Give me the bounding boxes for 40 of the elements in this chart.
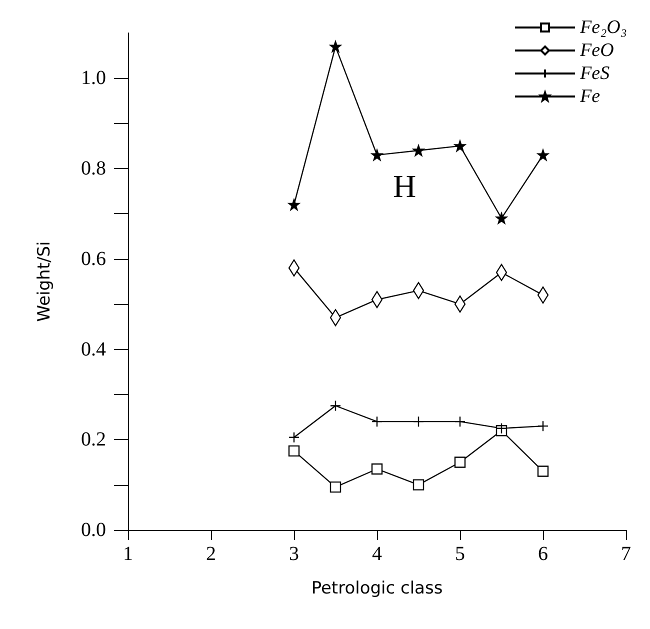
point <box>330 400 342 412</box>
x-tick-label: 7 <box>621 543 631 565</box>
y-tick-label: 0.6 <box>81 248 106 270</box>
point <box>412 144 424 156</box>
x-tick-label: 6 <box>538 543 548 565</box>
x-tick-label: 1 <box>123 543 133 565</box>
point <box>537 420 549 432</box>
y-tick-label: 0.8 <box>81 158 106 180</box>
y-axis-title: Weight/Si <box>34 241 54 322</box>
point <box>330 40 342 52</box>
point <box>496 212 508 224</box>
point <box>288 432 300 443</box>
point <box>496 422 508 434</box>
point <box>537 149 549 161</box>
x-tick-label: 4 <box>372 543 382 565</box>
point <box>537 466 549 477</box>
x-axis-title: Petrologic class <box>311 578 443 598</box>
x-tick-label: 3 <box>289 543 299 565</box>
annotation: H <box>393 168 416 204</box>
point <box>412 416 424 428</box>
x-tick-label: 5 <box>455 543 465 565</box>
legend-label: FeS <box>579 63 610 84</box>
y-tick-label: 1.0 <box>81 67 106 90</box>
point <box>454 140 466 152</box>
y-tick-label: 0.2 <box>81 428 106 451</box>
x-tick-label: 2 <box>206 543 216 565</box>
point <box>330 481 342 493</box>
y-tick-label: 0.4 <box>81 338 106 360</box>
point <box>454 456 466 468</box>
legend-label: Fe <box>579 86 600 107</box>
legend-label: Fe₂O₃ <box>579 17 628 38</box>
point <box>454 416 466 428</box>
point <box>371 149 383 161</box>
point <box>371 416 383 428</box>
point <box>288 199 300 210</box>
y-tick-label: 0.0 <box>81 519 106 541</box>
point <box>412 479 424 490</box>
legend-label: FeO <box>579 40 614 61</box>
point <box>288 445 300 457</box>
point <box>371 463 383 475</box>
